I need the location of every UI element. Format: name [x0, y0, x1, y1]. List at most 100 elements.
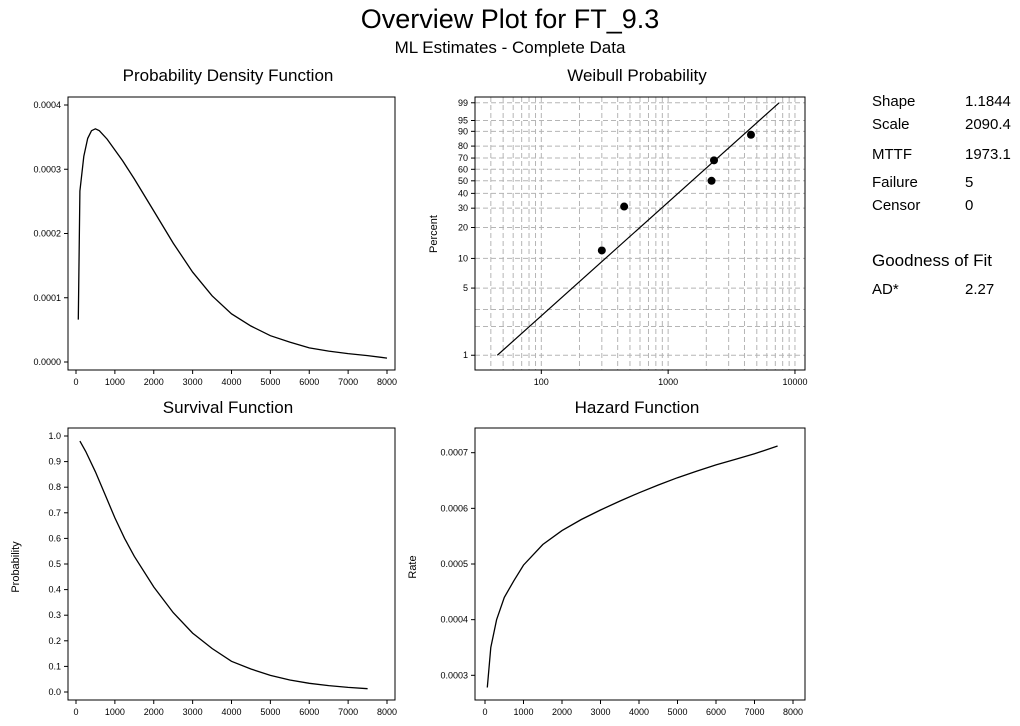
- ad-value: 2.27: [965, 281, 995, 298]
- y-axis-label: Percent: [428, 215, 440, 253]
- y-tick-label: 10: [458, 253, 468, 263]
- series-line: [486, 445, 778, 688]
- y-tick-label: 40: [458, 188, 468, 198]
- stat-label-mttf: MTTF: [872, 146, 912, 163]
- y-tick-label: 80: [458, 141, 468, 151]
- x-tick-label: 100: [534, 377, 549, 387]
- y-axis-label: Rate: [407, 555, 419, 578]
- x-tick-label: 8000: [377, 707, 397, 717]
- y-tick-label: 0.0002: [33, 229, 61, 239]
- stat-value-mttf: 1973.1: [965, 146, 1011, 163]
- y-tick-label: 0.0004: [33, 100, 61, 110]
- chart-title: Survival Function: [163, 398, 293, 417]
- plot-frame: [67, 96, 396, 371]
- x-tick-label: 4000: [221, 707, 241, 717]
- y-tick-label: 99: [458, 98, 468, 108]
- x-tick-label: 7000: [338, 707, 358, 717]
- goodness-of-fit-title: Goodness of Fit: [872, 251, 993, 270]
- y-tick-label: 5: [463, 283, 468, 293]
- data-point: [620, 202, 629, 211]
- chart-probability-density: Probability Density Function 0 1000 2000 300…: [33, 66, 397, 387]
- chart-hazard-function: Hazard Function Rate 0 1000 2000 3000 4000 5000…: [407, 398, 806, 717]
- y-tick-label: 0.0001: [33, 293, 61, 303]
- series-line: [77, 128, 388, 359]
- y-axis-label: Probability: [10, 541, 22, 593]
- x-tick-label: 2000: [144, 707, 164, 717]
- chart-title: Weibull Probability: [567, 66, 707, 85]
- stat-label-censor: Censor: [872, 197, 921, 214]
- x-tick-label: 5000: [667, 707, 687, 717]
- y-tick-label: 90: [458, 126, 468, 136]
- page-subtitle: ML Estimates - Complete Data: [394, 38, 626, 57]
- x-tick-label: 5000: [260, 707, 280, 717]
- y-tick-label: 30: [458, 203, 468, 213]
- x-tick-label: 2000: [552, 707, 572, 717]
- chart-survival-function: Survival Function Probability 0 1000 2000 300…: [10, 398, 397, 717]
- data-point: [707, 176, 716, 185]
- chart-title: Probability Density Function: [123, 66, 334, 85]
- y-tick-label: 1.0: [48, 431, 61, 441]
- x-tick-label: 0: [73, 377, 78, 387]
- plot-frame: [67, 427, 396, 701]
- y-tick-label: 0.0007: [440, 448, 468, 458]
- x-tick-label: 1000: [658, 377, 678, 387]
- x-tick-label: 6000: [299, 377, 319, 387]
- stat-label-failure: Failure: [872, 174, 918, 191]
- y-tick-label: 0.8: [48, 482, 61, 492]
- y-tick-label: 0.0005: [440, 559, 468, 569]
- y-tick-label: 0.0000: [33, 357, 61, 367]
- stat-value-failure: 5: [965, 174, 974, 191]
- y-tick-label: 70: [458, 153, 468, 163]
- stat-value-censor: 0: [965, 197, 974, 214]
- y-tick-label: 0.4: [48, 585, 61, 595]
- x-tick-label: 0: [73, 707, 78, 717]
- y-tick-label: 0.0003: [33, 164, 61, 174]
- x-tick-label: 6000: [299, 707, 319, 717]
- data-point: [710, 156, 719, 165]
- y-tick-label: 0.3: [48, 610, 61, 620]
- y-tick-label: 95: [458, 115, 468, 125]
- y-tick-label: 0.1: [48, 661, 61, 671]
- x-tick-label: 1000: [105, 377, 125, 387]
- y-tick-label: 20: [458, 223, 468, 233]
- x-tick-label: 8000: [783, 707, 803, 717]
- x-tick-label: 2000: [144, 377, 164, 387]
- x-tick-label: 4000: [629, 707, 649, 717]
- x-tick-label: 4000: [221, 377, 241, 387]
- y-tick-label: 60: [458, 164, 468, 174]
- x-tick-label: 5000: [260, 377, 280, 387]
- page-title: Overview Plot for FT_9.3: [360, 4, 660, 34]
- stat-label-shape: Shape: [872, 93, 916, 110]
- y-tick-label: 0.6: [48, 533, 61, 543]
- chart-weibull-probability: Weibull Probability Percent 100 1000 10000 1 5…: [428, 66, 807, 387]
- data-point: [597, 246, 606, 255]
- y-tick-label: 0.0004: [440, 615, 468, 625]
- x-tick-label: 0: [482, 707, 487, 717]
- y-tick-label: 50: [458, 176, 468, 186]
- x-tick-label: 3000: [590, 707, 610, 717]
- y-tick-label: 1: [463, 350, 468, 360]
- x-tick-label: 7000: [744, 707, 764, 717]
- x-tick-label: 6000: [706, 707, 726, 717]
- x-tick-label: 1000: [513, 707, 533, 717]
- fit-line: [496, 102, 780, 356]
- x-tick-label: 1000: [105, 707, 125, 717]
- chart-title: Hazard Function: [575, 398, 700, 417]
- y-tick-label: 0.2: [48, 636, 61, 646]
- y-tick-label: 0.0003: [440, 670, 468, 680]
- x-tick-label: 8000: [377, 377, 397, 387]
- plot-frame: [474, 96, 806, 371]
- y-tick-label: 0.0: [48, 687, 61, 697]
- x-tick-label: 10000: [782, 377, 807, 387]
- y-tick-label: 0.9: [48, 457, 61, 467]
- x-tick-label: 3000: [183, 377, 203, 387]
- ad-label: AD*: [872, 281, 899, 298]
- series-line: [79, 440, 368, 690]
- data-point: [746, 130, 755, 139]
- x-tick-label: 3000: [183, 707, 203, 717]
- stat-value-shape: 1.1844: [965, 93, 1011, 110]
- x-tick-label: 7000: [338, 377, 358, 387]
- stat-value-scale: 2090.4: [965, 116, 1011, 133]
- y-tick-label: 0.5: [48, 559, 61, 569]
